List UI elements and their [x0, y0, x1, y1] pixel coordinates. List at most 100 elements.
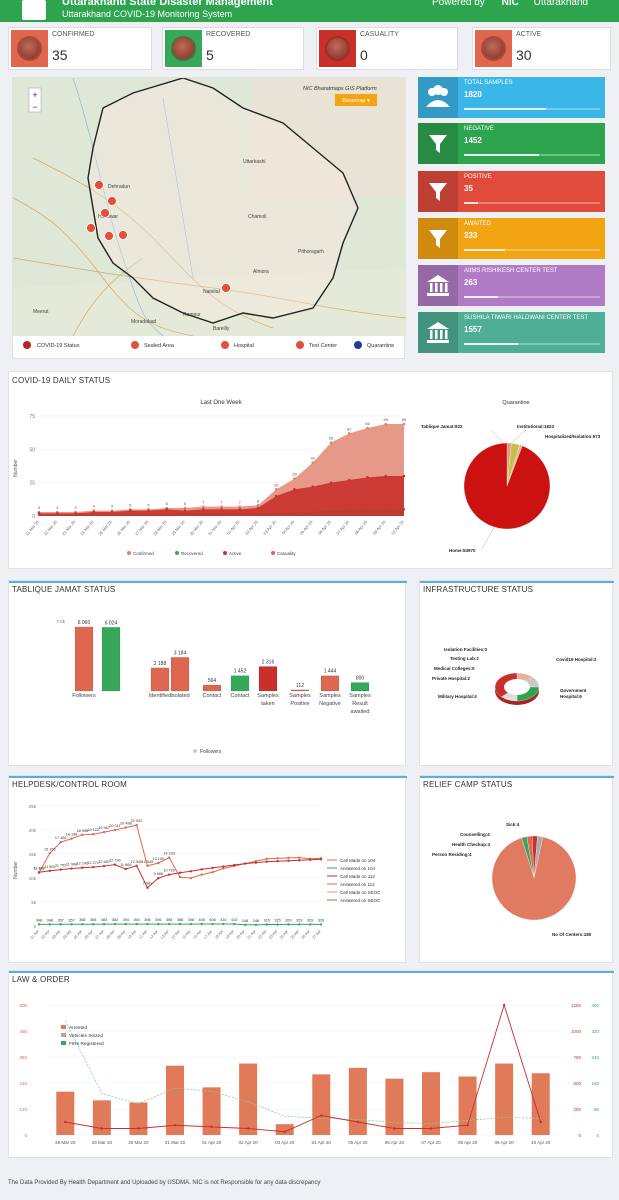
stat-progress-track — [464, 202, 600, 204]
x-tick-label: 07 Apr 20 — [335, 519, 350, 536]
stat-card-total-samples[interactable]: TOTAL SAMPLES 1820 — [418, 77, 605, 118]
stat-card-positive[interactable]: POSITIVE 35 — [418, 171, 605, 212]
donut-label: Private Hospital:2 — [432, 676, 471, 681]
stat-progress-fill — [464, 249, 505, 251]
data-point — [298, 856, 301, 859]
data-point — [329, 441, 333, 444]
x-tick-label: 03 Apr 20 — [262, 519, 277, 536]
data-point — [254, 861, 258, 864]
relief-panel: RELIEF CAMP STATUS Sick:4 Counselling:4 He… — [419, 775, 614, 963]
data-label: 11 752 — [55, 864, 66, 868]
bar — [385, 1078, 404, 1135]
y-tick-label: 7.0k — [56, 619, 65, 624]
stat-card-aiims-rishikesh-center-test[interactable]: AIIMS RISHIKESH CENTER TEST 263 — [418, 265, 605, 306]
y-tick-label: 1000 — [571, 1029, 582, 1034]
data-point — [347, 478, 351, 482]
stat-card-negative[interactable]: NEGATIVE 1452 — [418, 123, 605, 164]
x-tick-label: Positive — [290, 701, 309, 707]
kpi-label: CASUALITY — [360, 31, 399, 38]
y-tick-label: 250 — [573, 1107, 581, 1112]
data-point — [147, 509, 150, 512]
data-point — [102, 922, 106, 926]
data-point — [539, 1120, 542, 1124]
x-tick-label: 02 Apr 20 — [239, 1140, 259, 1145]
data-label: 5 — [129, 502, 132, 507]
data-point — [124, 867, 127, 871]
svg-text:Basemap ▾[interactable]: Basemap ▾ — [342, 98, 370, 104]
data-label: 40 — [311, 456, 316, 461]
stat-card-awaited[interactable]: AWAITED 333 — [418, 218, 605, 259]
series-line-vehicles — [64, 1020, 541, 1124]
gis-map[interactable]: Uttarkashi Chamoli Pithoragarh Dehradun … — [13, 78, 406, 336]
data-label: 348 — [36, 918, 42, 922]
data-point — [222, 867, 225, 870]
data-label: 10 700 — [163, 869, 175, 873]
data-label: 7 981 — [143, 882, 153, 886]
virus-icon — [165, 30, 202, 67]
legend-label: Answered on SEOC — [340, 898, 381, 903]
data-point — [137, 1127, 140, 1130]
data-label: 315 — [274, 918, 280, 922]
data-point — [366, 426, 369, 430]
zoom-out-button[interactable]: − — [32, 102, 37, 112]
data-label: 398 — [188, 918, 194, 922]
x-tick-label: Samples — [289, 693, 311, 699]
x-tick-label: 20 Apr — [236, 929, 247, 941]
chart-title: Last One Week — [200, 400, 242, 406]
x-tick-label: 01 Apr 20 — [226, 519, 241, 536]
stat-progress-fill — [464, 343, 518, 345]
donut-label: Military Hospital:4 — [438, 694, 477, 699]
kpi-label: ACTIVE — [516, 31, 542, 38]
stat-progress-fill — [464, 154, 539, 156]
data-label: 4 — [93, 504, 96, 509]
x-tick-label: 05 Apr 20 — [348, 1140, 368, 1145]
y-tick-label: 600 — [19, 1003, 27, 1008]
stat-label: TOTAL SAMPLES — [464, 80, 513, 86]
data-label: 19 567 — [98, 826, 110, 830]
data-point — [393, 1127, 396, 1130]
kpi-casuality[interactable]: CASUALITY 0 — [316, 27, 458, 70]
x-tick-label: 23 Mar 20 — [61, 519, 77, 537]
data-point — [74, 512, 77, 515]
kpi-confirmed[interactable]: CONFIRMED 35 — [8, 27, 152, 70]
data-point — [287, 859, 290, 862]
legend-label: Confirmed — [133, 551, 154, 556]
x-tick-label: 01 Apr 20 — [202, 1140, 222, 1145]
x-tick-label: 10 Apr 20 — [390, 519, 405, 536]
stat-value: 35 — [464, 184, 473, 193]
bar — [101, 627, 121, 692]
legend-marker — [127, 551, 131, 555]
data-label: 11 192 — [33, 866, 44, 870]
data-label: 21 022 — [131, 819, 143, 823]
x-tick-label: 19 Apr — [225, 929, 236, 941]
data-label: 69 — [384, 417, 389, 422]
panel-title: TABLIQUE JAMAT STATUS — [12, 585, 116, 594]
legend-label: Answered on 104 — [340, 866, 376, 871]
filter-icon — [418, 218, 458, 259]
y-tick-label: 400 — [591, 1003, 599, 1008]
data-point — [92, 510, 96, 514]
x-tick-label: 12 Apr — [149, 929, 160, 941]
data-label: 248 — [253, 919, 259, 923]
legend-label: Followers — [200, 749, 222, 755]
legend-marker — [223, 551, 227, 555]
app-title: Uttarakhand State Disaster Management — [62, 0, 273, 8]
bar — [150, 667, 170, 692]
kpi-active[interactable]: ACTIVE 30 — [472, 27, 611, 70]
bar — [202, 1087, 221, 1135]
data-point — [347, 432, 351, 435]
zoom-in-button[interactable]: + — [32, 90, 37, 100]
pie-label: Person Residing:4 — [432, 852, 472, 857]
x-tick-label: 03 Apr — [51, 929, 62, 941]
kpi-recovered[interactable]: RECOVERED 5 — [162, 27, 304, 70]
stat-card-sushila-tiwari-haldwani-center-test[interactable]: SUSHILA TIWARI HALDWANI CENTER TEST 1557 — [418, 312, 605, 353]
map-place-label: Meerut — [33, 309, 49, 315]
data-point — [189, 922, 193, 926]
x-tick-label: 03 Apr 20 — [275, 1140, 295, 1145]
data-label: 315 — [264, 918, 270, 922]
basemap-button[interactable] — [335, 94, 377, 106]
legend-label: Arrested — [69, 1025, 87, 1031]
y-tick-label: 0 — [24, 1133, 27, 1138]
data-point — [183, 509, 187, 512]
data-label: 62 — [347, 426, 352, 431]
